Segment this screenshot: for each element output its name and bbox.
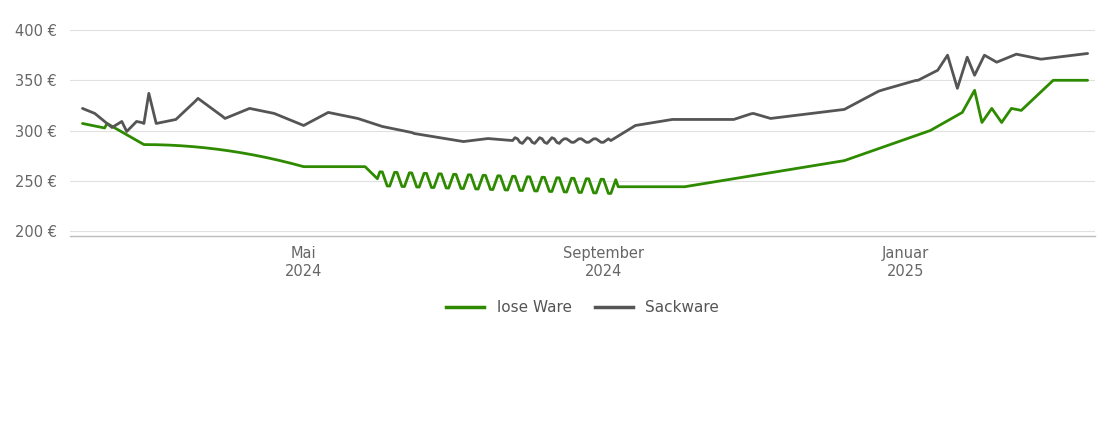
Legend: lose Ware, Sackware: lose Ware, Sackware (441, 294, 725, 321)
